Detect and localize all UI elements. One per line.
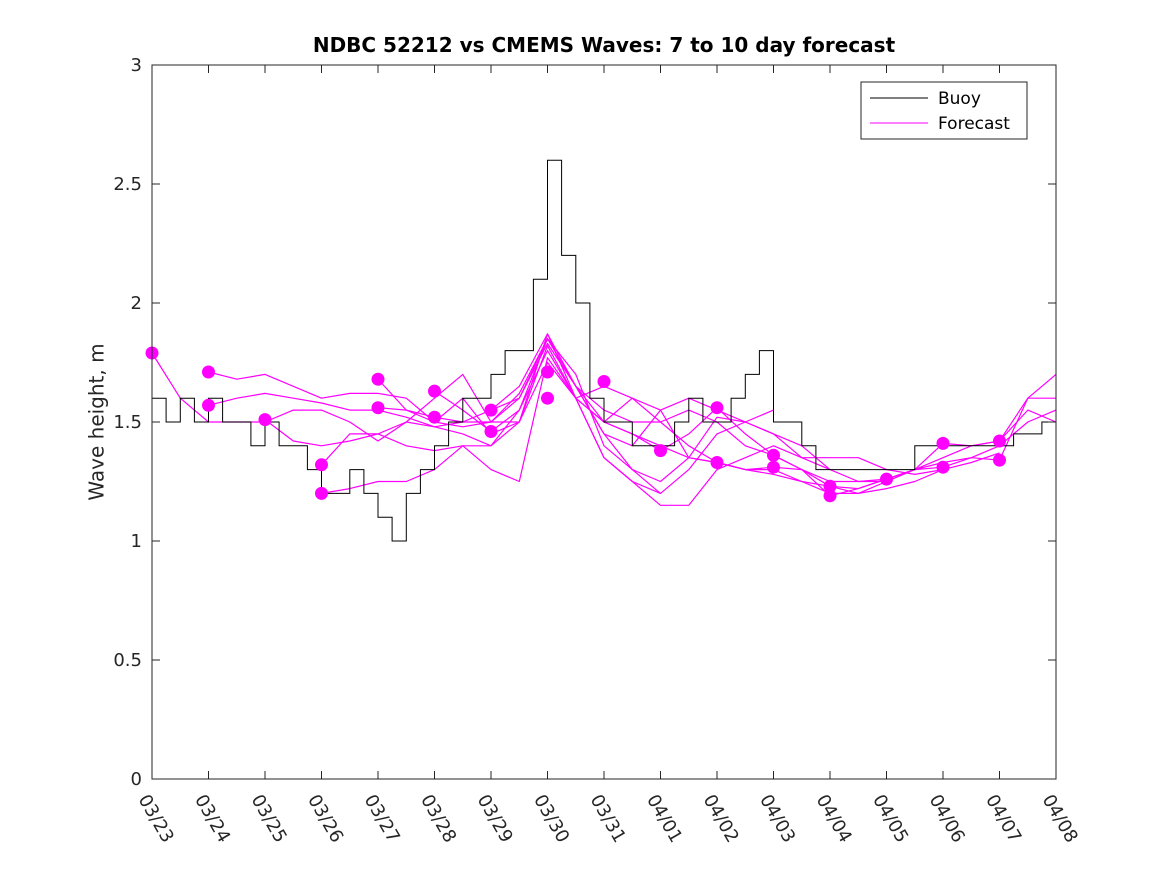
y-tick-label: 2.5 bbox=[113, 174, 142, 195]
y-axis-label: Wave height, m bbox=[85, 343, 109, 500]
forecast-marker bbox=[936, 460, 950, 474]
forecast-marker bbox=[880, 472, 893, 486]
forecast-marker bbox=[823, 479, 837, 493]
forecast-marker bbox=[823, 489, 837, 503]
forecast-marker bbox=[428, 384, 441, 398]
legend-buoy-label: Buoy bbox=[938, 89, 981, 109]
legend-box bbox=[860, 81, 1028, 140]
forecast-marker bbox=[993, 434, 1006, 448]
buoy-line bbox=[152, 159, 1056, 542]
marker-layer bbox=[145, 346, 1006, 503]
forecast-marker bbox=[541, 365, 554, 379]
forecast-marker bbox=[541, 391, 554, 405]
forecast-marker bbox=[710, 401, 724, 415]
chart-title: NDBC 52212 vs CMEMS Waves: 7 to 10 day f… bbox=[313, 33, 896, 57]
y-tick-label: 0 bbox=[131, 769, 142, 790]
forecast-line-9 bbox=[434, 338, 1056, 497]
forecast-marker bbox=[654, 444, 667, 458]
forecast-marker bbox=[428, 410, 441, 424]
y-tick-label: 1 bbox=[131, 531, 142, 552]
y-tick-label: 0.5 bbox=[113, 650, 142, 671]
forecast-marker bbox=[371, 401, 385, 415]
y-tick-label: 3 bbox=[131, 55, 142, 76]
forecast-marker bbox=[371, 372, 385, 386]
legend-forecast-label: Forecast bbox=[938, 114, 1010, 134]
forecast-marker bbox=[202, 365, 215, 379]
forecast-marker bbox=[258, 413, 272, 427]
legend: Buoy Forecast bbox=[860, 81, 1028, 140]
forecast-marker bbox=[484, 425, 498, 438]
forecast-marker bbox=[767, 460, 780, 474]
forecast-marker bbox=[993, 453, 1006, 467]
forecast-marker bbox=[710, 456, 724, 469]
forecast-marker bbox=[315, 458, 328, 472]
y-tick-label: 2 bbox=[131, 293, 142, 314]
forecast-marker bbox=[315, 486, 328, 500]
forecast-marker bbox=[484, 403, 498, 417]
y-tick-label: 1.5 bbox=[113, 412, 142, 433]
forecast-marker bbox=[767, 448, 780, 462]
forecast-marker bbox=[936, 436, 950, 450]
forecast-marker bbox=[597, 375, 611, 388]
forecast-marker bbox=[202, 398, 215, 412]
